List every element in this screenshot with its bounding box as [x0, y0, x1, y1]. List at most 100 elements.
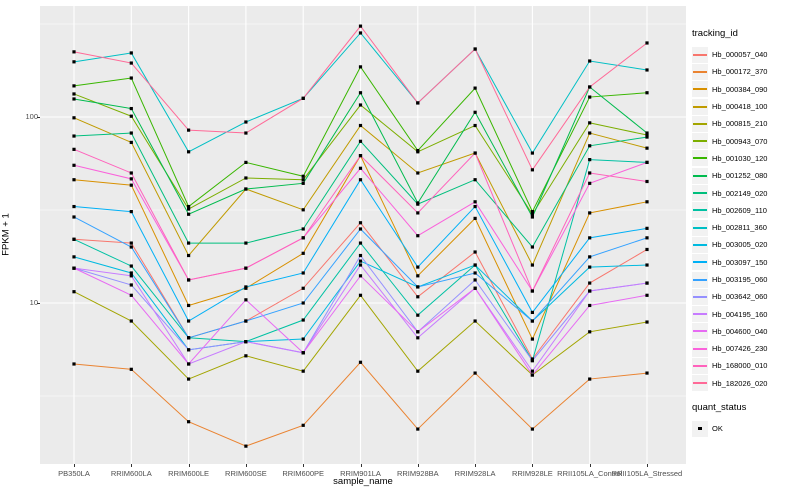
series-color-swatch [693, 226, 707, 229]
data-point [530, 369, 534, 373]
data-point [72, 147, 76, 151]
x-tick-label: RRII105LA_Control [557, 469, 623, 478]
legend-key [692, 288, 708, 305]
data-point [416, 295, 420, 299]
legend-key [692, 133, 708, 150]
legend-item-label: Hb_001252_080 [712, 171, 768, 181]
data-point [645, 179, 649, 184]
legend-key [692, 340, 708, 357]
data-point [358, 178, 363, 182]
data-point [645, 236, 649, 240]
x-tick-label: RRIM600PE [282, 469, 325, 478]
legend-item-label: Hb_000172_370 [712, 67, 768, 77]
legend-item-Hb_000943_070: Hb_000943_070 [692, 132, 798, 150]
x-tick-mark [74, 464, 75, 467]
data-point [129, 274, 133, 278]
series-color-swatch [693, 243, 707, 246]
series-color-swatch [693, 70, 707, 73]
data-point [645, 91, 649, 95]
data-point [301, 301, 305, 305]
data-point [187, 150, 191, 154]
data-point [301, 181, 305, 185]
data-point [530, 310, 534, 315]
data-point [187, 207, 191, 211]
data-point [358, 166, 363, 170]
data-point [588, 181, 592, 185]
data-point [187, 336, 191, 340]
legend-key [692, 219, 708, 236]
series-color-swatch [693, 382, 707, 385]
data-point [301, 96, 305, 100]
data-point [645, 226, 649, 230]
data-point [358, 31, 363, 35]
data-point [244, 354, 248, 358]
x-tick-mark [589, 464, 591, 467]
data-point [473, 250, 477, 254]
series-color-swatch [693, 364, 707, 367]
legend-key [692, 167, 708, 184]
data-point [187, 362, 191, 366]
legend-item-label: Hb_003195_060 [712, 275, 768, 284]
data-point [530, 427, 534, 431]
data-point [473, 263, 477, 267]
y-tick-label: 10 [29, 298, 38, 307]
legend-item-Hb_000418_100: Hb_000418_100 [692, 98, 798, 115]
legend-key [692, 115, 708, 132]
data-point [129, 76, 133, 80]
series-color-swatch [693, 53, 707, 56]
data-point [244, 176, 248, 180]
data-point [187, 241, 191, 245]
data-point [358, 154, 363, 158]
data-point [530, 357, 534, 361]
data-point [473, 216, 477, 220]
data-point [358, 241, 363, 245]
data-point [473, 110, 477, 114]
data-point [301, 174, 305, 178]
data-point [129, 319, 133, 323]
data-point [588, 255, 592, 259]
legend-key [692, 202, 708, 219]
data-point [72, 92, 76, 96]
data-point [530, 263, 534, 267]
data-point [473, 286, 477, 290]
data-point [358, 360, 363, 364]
legend-title-tracking-id: tracking_id [692, 28, 738, 39]
data-point [645, 371, 649, 375]
legend-item-label: Hb_003097_150 [712, 257, 768, 267]
y-axis-title: FPKM + 1 [0, 213, 12, 256]
series-color-swatch [693, 88, 707, 91]
legend-key [692, 357, 708, 374]
data-point [72, 237, 76, 241]
x-tick-mark [532, 464, 534, 467]
legend-item-label: Hb_002811_360 [712, 223, 767, 233]
data-point [588, 158, 592, 162]
data-point [473, 371, 477, 375]
data-point [473, 319, 477, 323]
data-point [72, 266, 76, 270]
data-point [129, 106, 133, 111]
data-point [530, 359, 534, 363]
legend-item-Hb_007426_230: Hb_007426_230 [692, 340, 798, 357]
data-point [129, 131, 133, 135]
legend-item-label: Hb_004600_040 [712, 326, 768, 336]
legend-key [692, 46, 708, 63]
x-tick-mark [245, 464, 247, 467]
data-point [645, 200, 649, 204]
data-point [473, 86, 477, 90]
legend-item-label: Hb_002149_020 [712, 188, 768, 198]
series-color-swatch [693, 330, 707, 333]
legend: tracking_id Hb_000057_040 Hb_000172_370 Hb… [692, 28, 798, 437]
data-point [416, 202, 420, 206]
data-point [645, 281, 649, 285]
data-point [416, 285, 420, 289]
data-point [129, 264, 133, 268]
data-point [72, 204, 76, 209]
data-point [645, 135, 649, 139]
data-point [358, 293, 363, 297]
data-point [244, 187, 248, 191]
data-point [588, 131, 592, 135]
data-point [187, 420, 191, 424]
plot-panel [40, 6, 686, 464]
x-tick-mark [647, 464, 648, 467]
